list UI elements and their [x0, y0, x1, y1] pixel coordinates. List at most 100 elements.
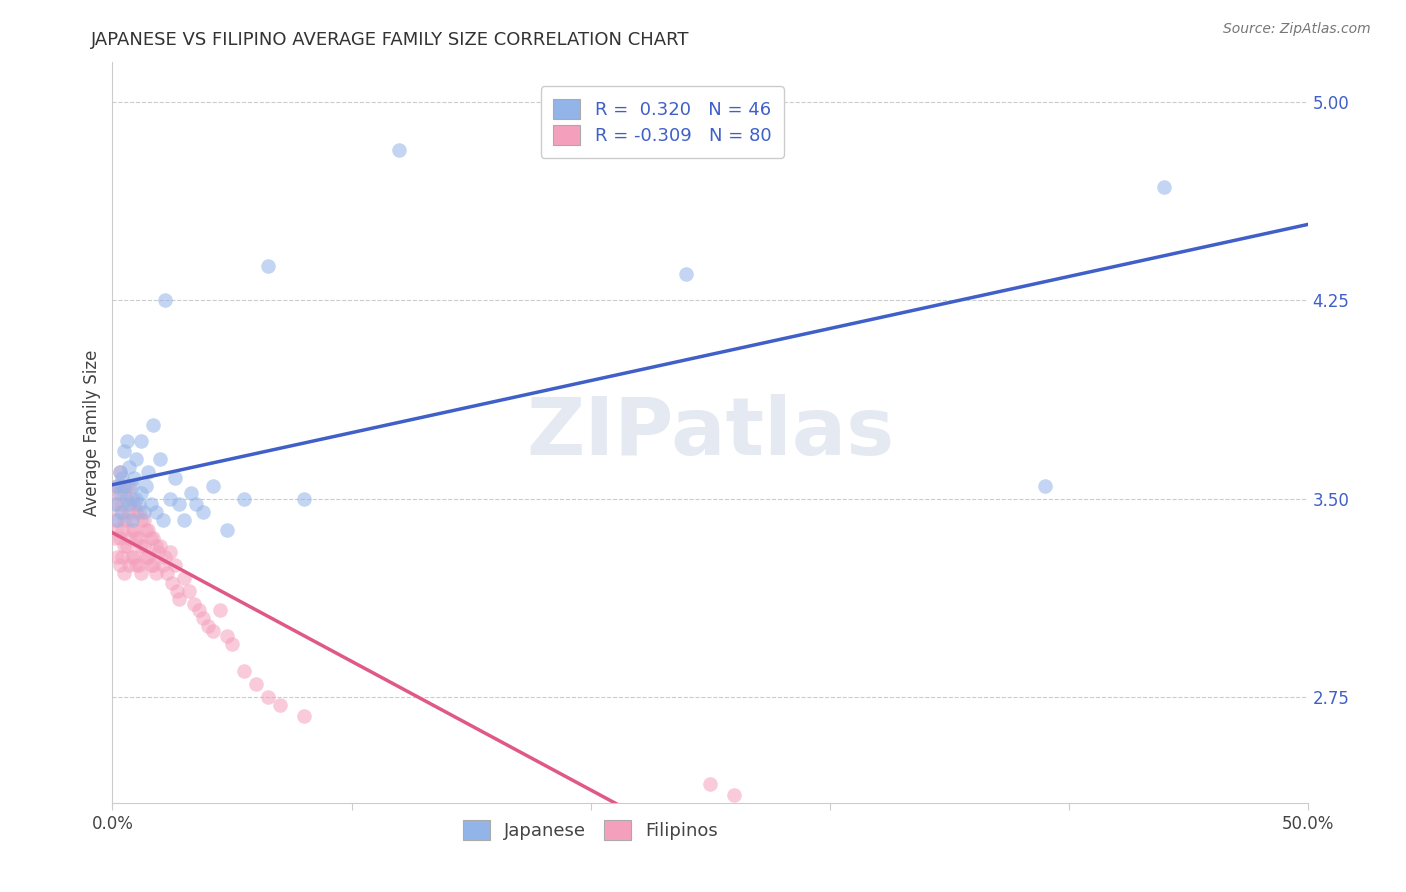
Point [257, 690, 280, 704]
Point [163, 470, 186, 484]
Point [115, 513, 138, 527]
Point [201, 478, 224, 492]
Point [138, 549, 160, 564]
Point [108, 465, 131, 479]
Point [111, 478, 134, 492]
Point [121, 513, 143, 527]
Point [257, 259, 280, 273]
Point [104, 497, 127, 511]
Point [108, 532, 131, 546]
Point [132, 505, 155, 519]
Point [162, 576, 183, 591]
Point [122, 524, 145, 538]
Point [217, 524, 239, 538]
Point [723, 788, 745, 802]
Point [108, 486, 131, 500]
Text: Source: ZipAtlas.com: Source: ZipAtlas.com [1223, 22, 1371, 37]
Point [118, 497, 141, 511]
Point [129, 566, 152, 580]
Point [193, 505, 215, 519]
Point [104, 486, 127, 500]
Point [156, 566, 179, 580]
Point [233, 664, 256, 678]
Point [149, 452, 172, 467]
Point [115, 434, 138, 448]
Point [152, 558, 174, 572]
Point [121, 478, 143, 492]
Point [118, 460, 141, 475]
Point [105, 524, 128, 538]
Y-axis label: Average Family Size: Average Family Size [83, 350, 101, 516]
Point [125, 452, 148, 467]
Point [139, 558, 162, 572]
Point [197, 618, 219, 632]
Point [139, 497, 162, 511]
Point [135, 524, 157, 538]
Point [115, 491, 138, 506]
Point [699, 777, 721, 791]
Point [132, 539, 155, 553]
Point [111, 524, 134, 538]
Point [145, 505, 167, 519]
Point [118, 558, 141, 572]
Text: ZIPatlas: ZIPatlas [526, 393, 894, 472]
Point [180, 486, 202, 500]
Point [149, 539, 172, 553]
Point [1153, 179, 1175, 194]
Point [183, 598, 205, 612]
Point [292, 708, 315, 723]
Point [146, 544, 169, 558]
Point [163, 558, 186, 572]
Point [125, 558, 148, 572]
Point [159, 491, 181, 506]
Point [114, 486, 135, 500]
Point [388, 143, 411, 157]
Text: JAPANESE VS FILIPINO AVERAGE FAMILY SIZE CORRELATION CHART: JAPANESE VS FILIPINO AVERAGE FAMILY SIZE… [91, 31, 690, 49]
Point [108, 558, 131, 572]
Point [173, 571, 195, 585]
Point [118, 505, 141, 519]
Point [129, 486, 152, 500]
Point [105, 478, 128, 492]
Point [221, 637, 243, 651]
Point [115, 539, 138, 553]
Point [142, 532, 165, 546]
Point [138, 524, 160, 538]
Point [152, 513, 174, 527]
Point [269, 698, 291, 712]
Point [105, 478, 128, 492]
Point [108, 505, 131, 519]
Point [186, 497, 208, 511]
Point [1033, 478, 1056, 492]
Point [173, 513, 195, 527]
Point [129, 434, 152, 448]
Point [111, 497, 134, 511]
Point [142, 558, 165, 572]
Point [122, 470, 145, 484]
Point [193, 611, 215, 625]
Point [177, 584, 200, 599]
Point [292, 491, 315, 506]
Point [122, 549, 145, 564]
Point [128, 532, 150, 546]
Legend: Japanese, Filipinos: Japanese, Filipinos [454, 812, 727, 849]
Point [135, 549, 157, 564]
Point [121, 491, 143, 506]
Point [128, 497, 150, 511]
Point [108, 465, 131, 479]
Point [121, 524, 143, 538]
Point [111, 505, 134, 519]
Point [217, 629, 239, 643]
Point [104, 532, 127, 546]
Point [169, 497, 191, 511]
Point [114, 478, 135, 492]
Point [166, 584, 188, 599]
Point [201, 624, 224, 638]
Point [104, 513, 127, 527]
Point [114, 539, 135, 553]
Point [105, 549, 128, 564]
Point [153, 293, 176, 308]
Point [114, 566, 135, 580]
Point [105, 497, 128, 511]
Point [145, 539, 167, 553]
